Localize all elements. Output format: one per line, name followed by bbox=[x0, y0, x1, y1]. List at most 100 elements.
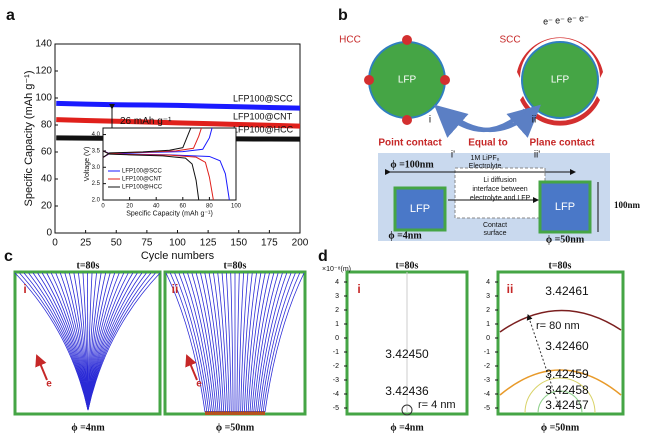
streamline bbox=[230, 272, 234, 413]
x-tick-label: 0 bbox=[101, 204, 105, 210]
y-tick-label: 3 bbox=[486, 293, 490, 300]
diagram-label: ii bbox=[532, 115, 536, 126]
diagram-label: electrolyte and LFP bbox=[470, 195, 531, 202]
panel-label: d bbox=[318, 248, 328, 265]
y-tick-label: -1 bbox=[484, 349, 490, 356]
y-tick-label: -3 bbox=[333, 377, 339, 384]
phi-label: ϕ =50nm bbox=[216, 422, 255, 433]
diagram-label: i' bbox=[451, 150, 455, 161]
diagram-label: LFP bbox=[551, 75, 570, 86]
diagram-label: Li diffusion bbox=[483, 177, 516, 184]
diagram-label: e⁻ bbox=[555, 15, 565, 25]
y-tick-label: 2.5 bbox=[92, 181, 101, 187]
streamline bbox=[165, 272, 206, 413]
time-label: t=80s bbox=[77, 260, 100, 271]
contour-value: 3.42459 bbox=[545, 367, 589, 381]
y-tick-label: -4 bbox=[484, 391, 490, 398]
y-tick-label: 40 bbox=[41, 174, 53, 185]
diagram-label: SCC bbox=[499, 35, 520, 46]
sub-label: i bbox=[357, 282, 360, 296]
y-tick-label: 140 bbox=[35, 39, 52, 50]
x-axis-label: Specific Capacity (mAh g⁻¹) bbox=[126, 211, 213, 218]
legend-label: LFP100@HCC bbox=[122, 185, 163, 191]
panel-d-frames bbox=[345, 270, 625, 416]
diagram-label: Electrolyte bbox=[469, 163, 502, 170]
y-axis-label: Specific Capacity (mAh g⁻¹) bbox=[23, 70, 35, 206]
y-tick-label: -5 bbox=[484, 405, 490, 412]
diagram-label: ϕ =4nm bbox=[388, 230, 422, 241]
y-tick-label: 120 bbox=[35, 66, 52, 77]
time-label: t=80s bbox=[224, 260, 247, 271]
electron-label: e bbox=[196, 379, 202, 390]
y-tick-label: -5 bbox=[333, 405, 339, 412]
streamline bbox=[236, 272, 240, 413]
streamline bbox=[208, 272, 225, 413]
charge-curve bbox=[102, 127, 192, 158]
legend-label: LFP100@CNT bbox=[122, 177, 162, 183]
diagram-label: LFP bbox=[410, 203, 430, 215]
x-tick-label: 25 bbox=[80, 238, 92, 249]
diagram-label: HCC bbox=[339, 35, 361, 46]
streamline bbox=[217, 272, 228, 413]
streamline bbox=[187, 272, 215, 413]
streamline bbox=[240, 272, 249, 413]
diagram-label: e⁻ bbox=[567, 14, 577, 24]
panel-label: c bbox=[4, 248, 13, 265]
streamline bbox=[258, 272, 292, 413]
y-tick-label: 4 bbox=[335, 279, 339, 286]
y-tick-label: 20 bbox=[41, 201, 53, 212]
streamlines bbox=[14, 272, 305, 413]
streamline bbox=[221, 272, 230, 413]
y-tick-label: 60 bbox=[41, 147, 53, 158]
streamline bbox=[213, 272, 227, 413]
x-tick-label: 50 bbox=[111, 238, 123, 249]
sub-label: ii bbox=[172, 282, 179, 296]
y-axis-label: Voltage (V) bbox=[84, 147, 91, 182]
series-line bbox=[56, 100, 301, 111]
streamline bbox=[247, 272, 266, 413]
x-tick-label: 100 bbox=[231, 204, 242, 210]
contour-value: 3.42458 bbox=[545, 383, 589, 397]
streamline bbox=[191, 272, 217, 413]
diagram-label: e⁻ bbox=[579, 13, 589, 23]
legend-label: LFP100@SCC bbox=[233, 94, 293, 104]
x-tick-label: 40 bbox=[153, 204, 160, 210]
legend-label: LFP100@SCC bbox=[122, 169, 162, 175]
diagram-label: LFP bbox=[555, 201, 575, 213]
y-tick-label: 0 bbox=[486, 335, 490, 342]
y-tick-label: 0 bbox=[46, 228, 52, 239]
contour-value: 3.42450 bbox=[385, 347, 429, 361]
diagram-label: Plane contact bbox=[529, 138, 595, 149]
streamline bbox=[238, 272, 245, 413]
y-tick-label: 3 bbox=[335, 293, 339, 300]
streamline bbox=[255, 272, 283, 413]
streamline bbox=[87, 272, 161, 411]
x-tick-label: 20 bbox=[126, 204, 133, 210]
x-tick-label: 200 bbox=[292, 238, 309, 249]
streamline bbox=[87, 272, 152, 411]
y-tick-label: 100 bbox=[35, 93, 52, 104]
diagram-label: 1M LiPF₆ bbox=[471, 155, 500, 162]
time-label: t=80s bbox=[549, 260, 572, 271]
plot-frame bbox=[102, 127, 237, 201]
x-tick-label: 125 bbox=[200, 238, 217, 249]
diagram-label: 100nm bbox=[614, 200, 641, 210]
streamline bbox=[257, 272, 288, 413]
series-line bbox=[56, 117, 301, 129]
y-tick-label: 3.5 bbox=[92, 148, 101, 154]
y-tick-label: 4 bbox=[486, 279, 490, 286]
radius-label: r= 80 nm bbox=[536, 320, 580, 332]
contour-value: 3.42460 bbox=[545, 339, 589, 353]
unit-label: ×10⁻⁸(m) bbox=[322, 266, 351, 273]
sub-label: i bbox=[23, 282, 26, 296]
diagram-label: e⁻ bbox=[543, 16, 553, 26]
streamline bbox=[169, 272, 208, 413]
streamline bbox=[260, 272, 296, 413]
x-axis-label: Cycle numbers bbox=[141, 250, 215, 262]
x-tick-label: 0 bbox=[52, 238, 58, 249]
y-tick-label: -2 bbox=[333, 363, 339, 370]
phi-label: ϕ =4nm bbox=[390, 422, 424, 433]
y-tick-label: -4 bbox=[333, 391, 339, 398]
time-label: t=80s bbox=[396, 260, 419, 271]
diagram-label: interface between bbox=[472, 186, 527, 193]
